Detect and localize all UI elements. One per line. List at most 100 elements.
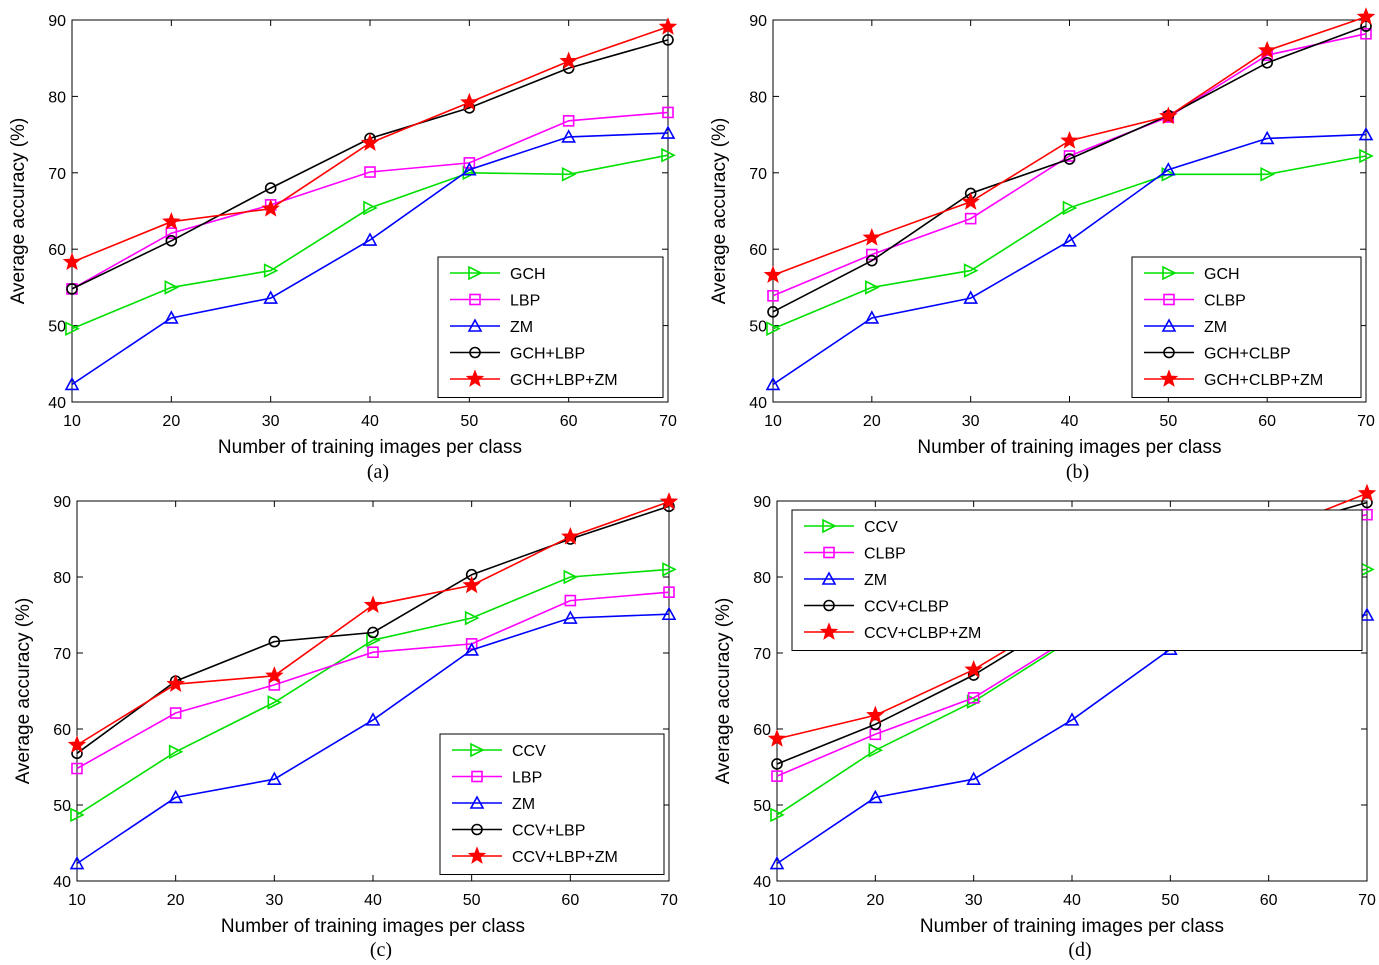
data-point bbox=[165, 227, 178, 239]
legend-entry: LBP bbox=[512, 770, 542, 787]
panel-caption: (d) bbox=[1068, 939, 1091, 961]
y-tick-label: 80 bbox=[753, 570, 771, 587]
data-point bbox=[561, 129, 577, 143]
y-tick-label: 60 bbox=[753, 722, 771, 739]
data-point bbox=[1062, 200, 1078, 216]
y-tick-label: 40 bbox=[53, 874, 71, 891]
data-point bbox=[766, 321, 781, 336]
legend-marker bbox=[1159, 369, 1179, 387]
data-point bbox=[363, 200, 378, 216]
data-point bbox=[967, 692, 980, 704]
data-point bbox=[62, 252, 82, 271]
x-tick-label: 20 bbox=[863, 413, 881, 430]
y-tick-label: 70 bbox=[749, 166, 767, 183]
data-point bbox=[562, 115, 575, 127]
data-point bbox=[964, 212, 977, 225]
legend-entry: ZM bbox=[512, 796, 535, 813]
data-point bbox=[1063, 153, 1076, 165]
data-point bbox=[465, 638, 478, 650]
legend-entry: CLBP bbox=[1204, 293, 1246, 310]
series-line-lbp bbox=[71, 111, 669, 290]
data-point bbox=[69, 855, 85, 870]
legend-marker bbox=[469, 293, 481, 306]
x-tick-label: 50 bbox=[463, 892, 481, 909]
data-point bbox=[767, 306, 779, 318]
x-axis-label: Number of training images per class bbox=[221, 916, 525, 937]
data-point bbox=[564, 594, 577, 607]
data-point bbox=[1261, 56, 1273, 69]
legend-marker bbox=[1163, 346, 1175, 359]
data-point bbox=[771, 758, 783, 770]
data-point bbox=[866, 254, 878, 267]
data-point bbox=[561, 167, 577, 182]
data-point bbox=[267, 695, 283, 710]
data-point bbox=[168, 744, 184, 760]
chart-panel-c: 10 20 30 40 50 60 70 40 50 60 70 80 90 Number of trai… bbox=[13, 492, 679, 961]
x-axis-label: Number of training images per class bbox=[218, 437, 522, 458]
legend-entry: CCV+LBP bbox=[512, 823, 585, 840]
y-tick-label: 70 bbox=[48, 166, 66, 183]
y-tick-label: 90 bbox=[48, 13, 66, 30]
data-point bbox=[662, 106, 674, 119]
data-point bbox=[661, 606, 677, 621]
legend: CCV CLBP ZM CCV+CLBP CCV+CLBP+ZM bbox=[791, 509, 1363, 651]
legend-entry: GCH+LBP+ZM bbox=[510, 372, 618, 389]
legend-marker bbox=[467, 846, 487, 864]
data-point bbox=[163, 310, 179, 324]
data-point bbox=[464, 610, 480, 626]
legend-entry: GCH+LBP bbox=[510, 346, 585, 363]
x-tick-label: 50 bbox=[460, 413, 478, 430]
data-point bbox=[1356, 7, 1376, 25]
data-point bbox=[662, 34, 674, 46]
legend-marker bbox=[819, 622, 839, 640]
data-point bbox=[563, 569, 579, 585]
data-point bbox=[1360, 27, 1372, 40]
data-point bbox=[166, 674, 185, 693]
legend-entry: CCV bbox=[512, 743, 546, 760]
y-axis-label: Average accuracy (%) bbox=[713, 598, 734, 785]
legend-marker bbox=[468, 265, 483, 281]
data-point bbox=[367, 646, 379, 659]
data-point bbox=[559, 51, 578, 70]
data-point bbox=[67, 735, 87, 753]
legend-entry: ZM bbox=[864, 572, 887, 589]
data-point bbox=[261, 198, 280, 217]
data-point bbox=[165, 234, 178, 247]
x-tick-label: 50 bbox=[1161, 892, 1179, 909]
legend-marker bbox=[470, 742, 485, 758]
data-point bbox=[365, 712, 381, 726]
x-tick-label: 20 bbox=[167, 892, 185, 909]
x-tick-label: 40 bbox=[1063, 892, 1081, 909]
data-point bbox=[658, 17, 678, 35]
y-tick-label: 80 bbox=[48, 89, 66, 106]
series-line-zm bbox=[71, 132, 669, 386]
data-point bbox=[961, 192, 980, 210]
legend-entry: ZM bbox=[510, 319, 533, 336]
legend-entry: CCV+LBP+ZM bbox=[512, 849, 618, 866]
data-point bbox=[162, 211, 181, 230]
y-axis-label: Average accuracy (%) bbox=[8, 118, 29, 305]
legend-entry: GCH+CLBP bbox=[1204, 346, 1291, 363]
data-point bbox=[64, 376, 80, 391]
y-tick-label: 60 bbox=[53, 722, 71, 739]
legend-entry: GCH+CLBP+ZM bbox=[1204, 372, 1323, 389]
data-point bbox=[460, 92, 479, 111]
x-tick-label: 50 bbox=[1159, 413, 1177, 430]
chart-panel-b: 10 20 30 40 50 60 70 40 50 60 70 80 90 Number of trai… bbox=[709, 7, 1376, 483]
legend-entry: GCH bbox=[510, 266, 546, 283]
data-point bbox=[767, 290, 779, 302]
x-tick-label: 10 bbox=[63, 413, 81, 430]
y-tick-label: 80 bbox=[749, 89, 767, 106]
data-point bbox=[71, 762, 83, 775]
data-point bbox=[462, 575, 481, 594]
data-point bbox=[1359, 607, 1375, 621]
legend-marker bbox=[469, 346, 481, 359]
legend: GCH LBP ZM GCH+LBP GCH+LBP+ZM bbox=[437, 256, 664, 398]
data-point bbox=[362, 232, 378, 246]
data-point bbox=[461, 162, 477, 176]
y-tick-label: 40 bbox=[749, 395, 767, 412]
data-point bbox=[266, 771, 282, 785]
x-tick-label: 70 bbox=[1357, 413, 1375, 430]
data-point bbox=[268, 635, 281, 648]
